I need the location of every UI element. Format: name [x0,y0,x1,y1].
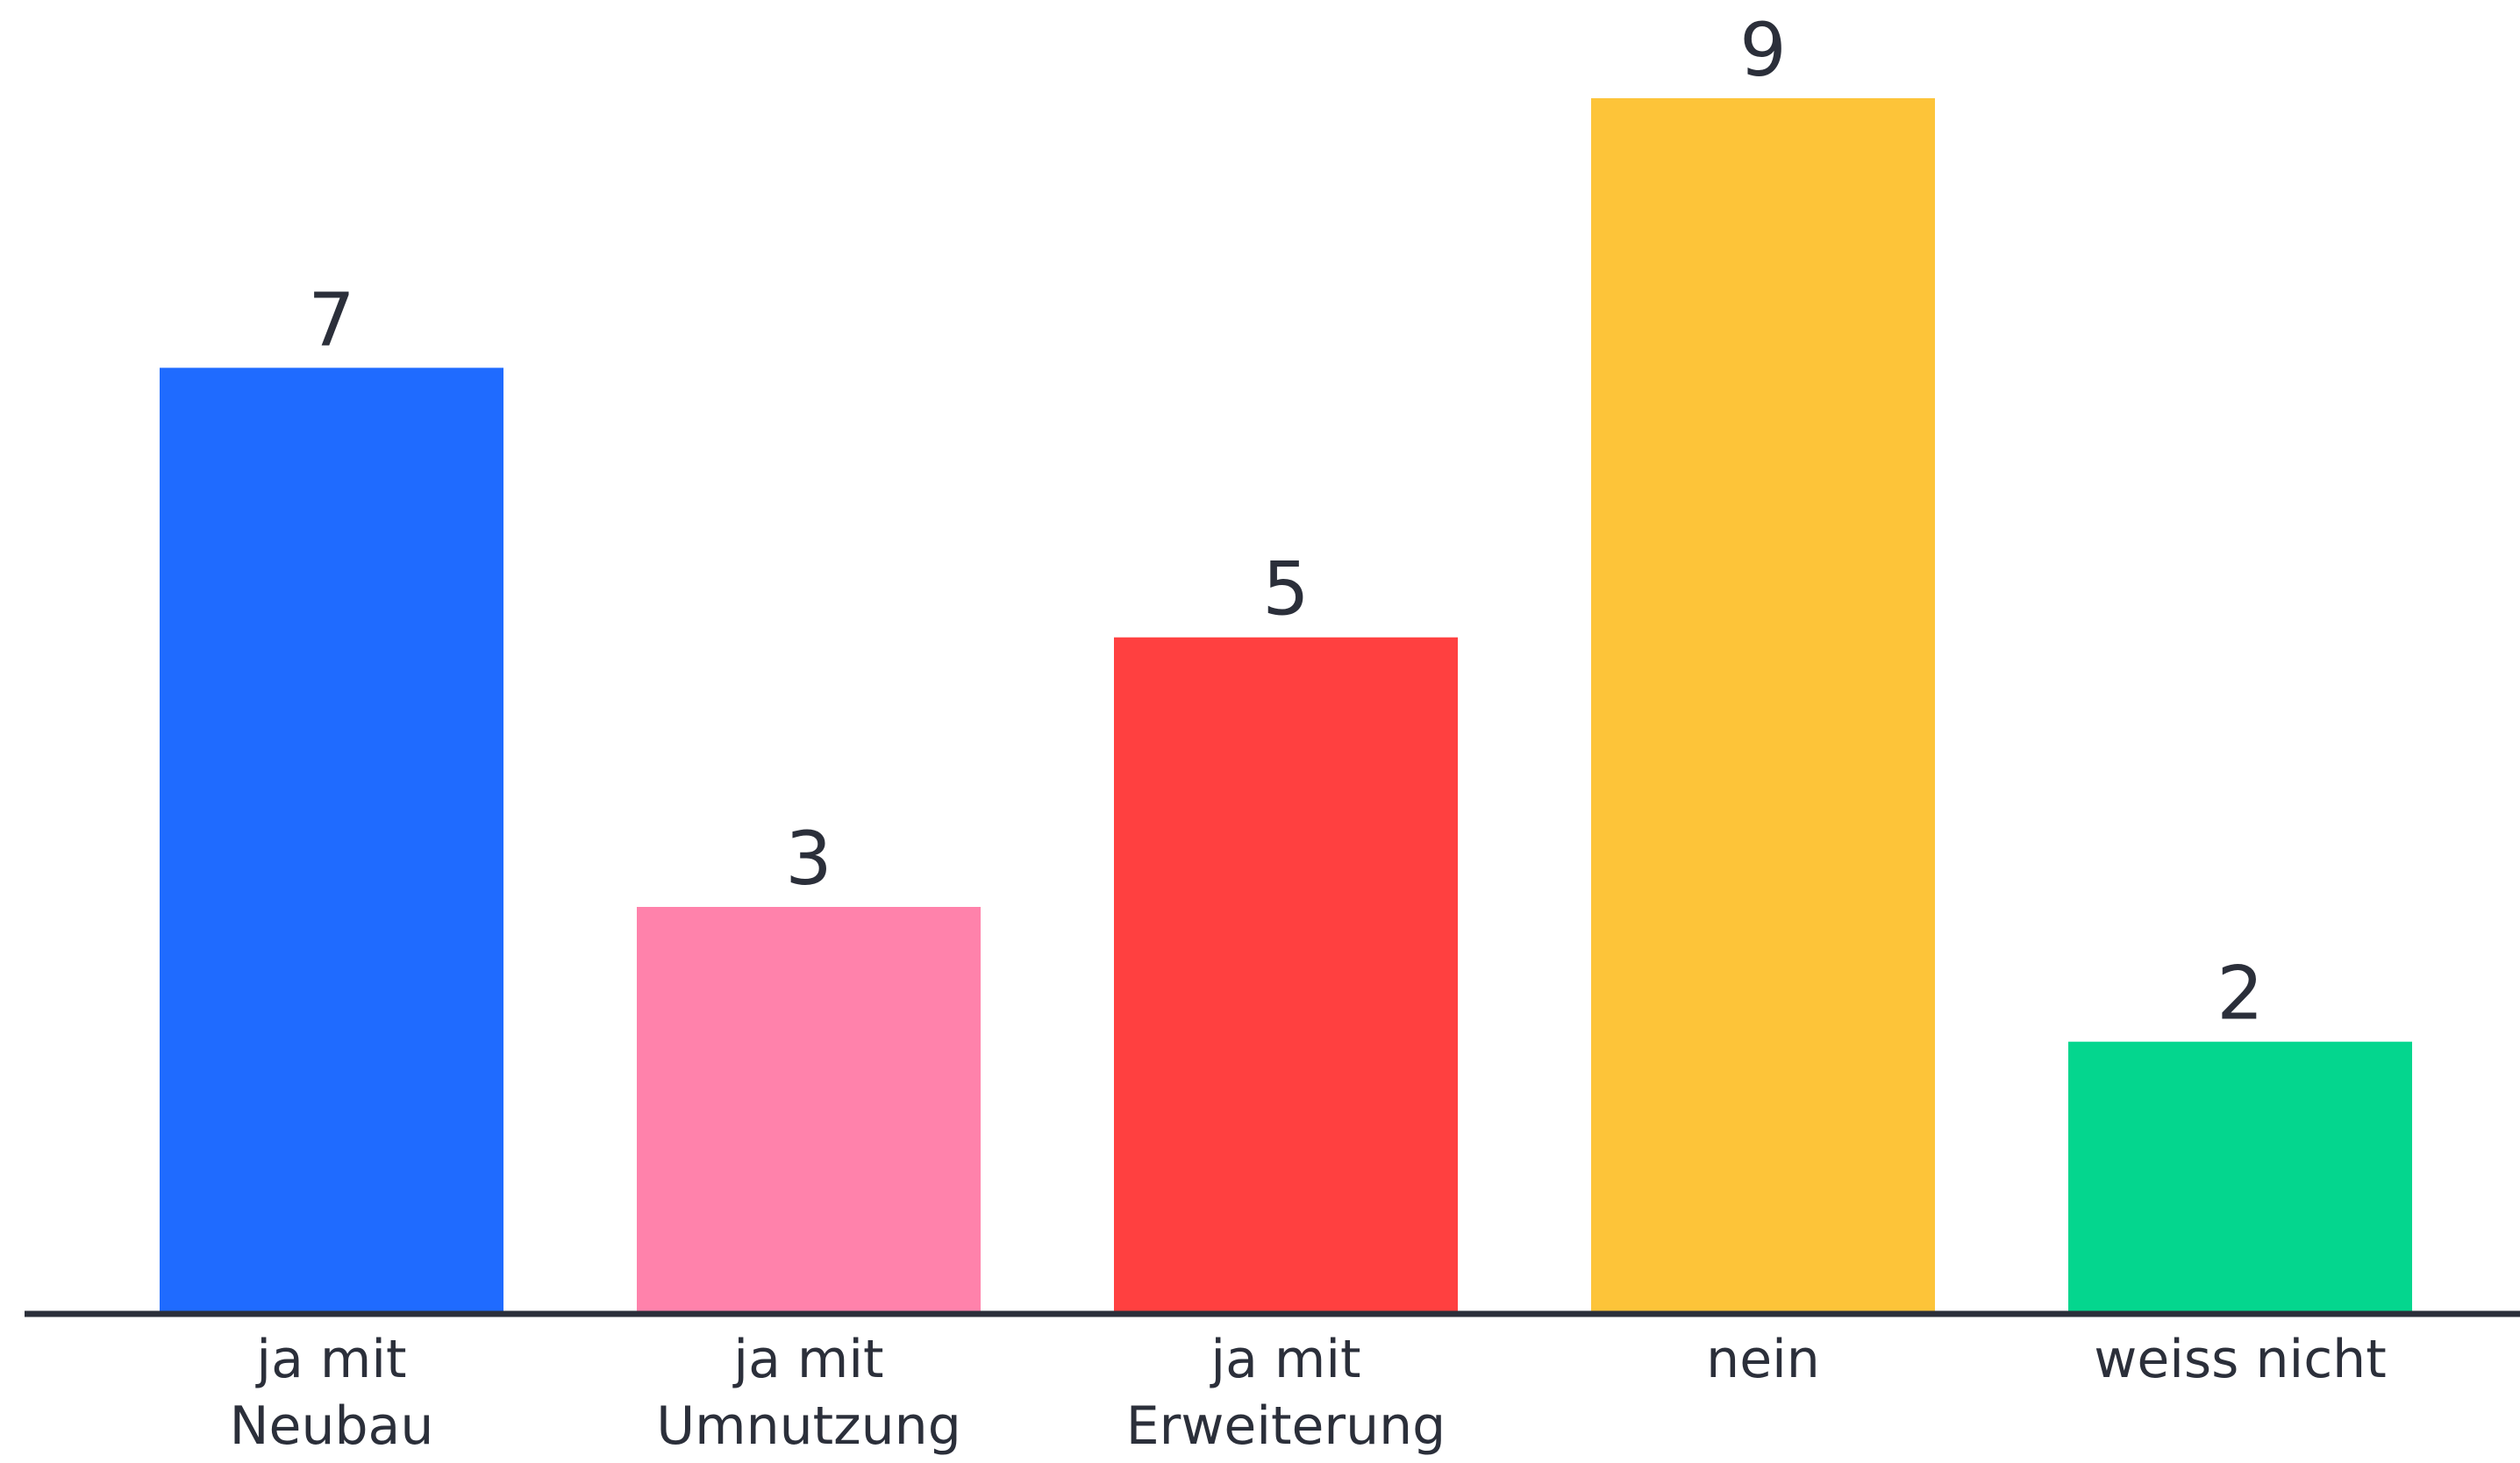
bar-4 [2068,1041,2412,1311]
bars-layer [160,98,2412,1311]
category-label-1-line-0: ja mit [732,1329,883,1390]
value-label-3: 9 [1739,7,1786,93]
category-label-4-line-0: weiss nicht [2094,1329,2387,1390]
value-label-0: 7 [308,276,354,362]
category-label-0-line-1: Neubau [230,1395,434,1457]
category-label-0-line-0: ja mit [254,1329,406,1390]
category-label-1: ja mit Umnutzung [656,1329,961,1457]
value-label-4: 2 [2217,951,2263,1037]
category-label-2-line-1: Erweiterung [1126,1395,1446,1457]
category-label-2: ja mit Erweiterung [1126,1329,1446,1457]
bar-2 [1114,637,1458,1311]
category-label-2-line-0: ja mit [1209,1329,1360,1390]
value-labels-layer: 7 3 5 9 2 [308,7,2263,1037]
category-label-1-line-1: Umnutzung [656,1395,961,1457]
bar-1 [637,907,981,1311]
bar-0 [160,368,503,1311]
bar-3 [1591,98,1935,1311]
category-label-3-line-0: nein [1706,1329,1820,1390]
value-label-1: 3 [785,816,832,902]
category-label-4: weiss nicht [2094,1329,2387,1390]
category-label-3: nein [1706,1329,1820,1390]
category-label-0: ja mit Neubau [230,1329,434,1457]
value-label-2: 5 [1262,546,1309,632]
